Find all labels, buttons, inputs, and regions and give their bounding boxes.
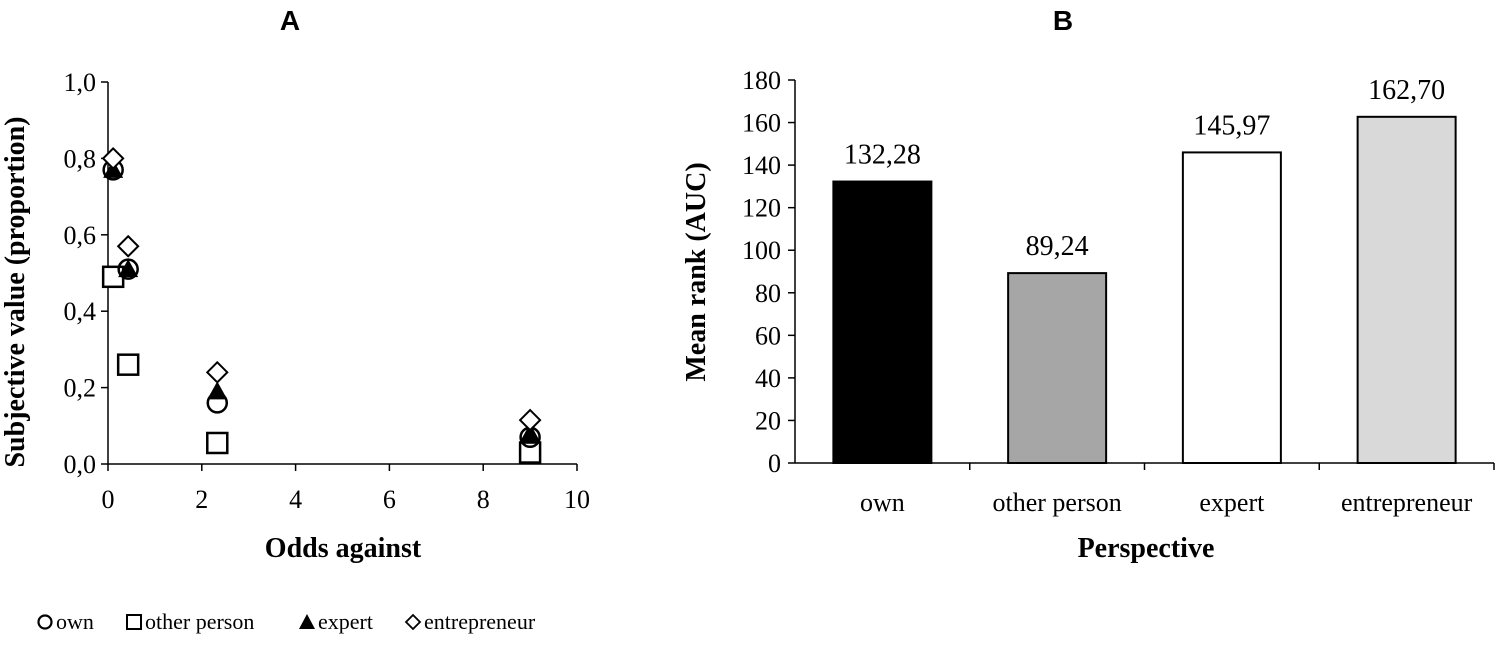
panel-letter-b: B [1053,5,1073,36]
bar-value-label: 162,70 [1368,75,1445,106]
panel-a-y-tick-label: 1,0 [64,68,97,97]
legend-item-other-person: other person [126,609,254,634]
category-label: own [860,488,905,517]
panel-a-x-axis-title: Odds against [265,533,422,564]
category-label: other person [993,488,1122,517]
panel-b-x-axis-title: Perspective [1078,533,1215,564]
panel-b-y-tick-label: 140 [742,151,781,180]
panel-b-y-tick-label: 120 [742,194,781,223]
bar-entrepreneur [1356,115,1457,465]
panel-a-point-expert [207,381,228,400]
panel-a-y-axis-title: Subjective value (proportion) [0,116,31,467]
bar-value-label: 145,97 [1193,110,1270,141]
panel-a-point-other-person [206,431,229,455]
panel-a-y-tick-label: 0,4 [64,297,97,326]
panel-a-y-tick-label: 0,0 [64,450,97,479]
panel-b-y-tick-label: 0 [768,449,781,478]
panel-b-y-axis-title: Mean rank (AUC) [681,162,712,381]
panel-a-x-tick-label: 8 [477,485,490,514]
panel-b: 0 20 40 60 80 100 120 140 160 180 132,28 own 89,24 o… [681,66,1495,564]
legend-marker [126,614,142,630]
panel-b-y-tick-label: 100 [742,236,781,265]
legend-item-expert: expert [299,609,373,634]
panel-b-y-tick-label: 20 [755,406,781,435]
panel-a-x-tick-label: 4 [289,485,302,514]
legend-label: own [56,609,94,634]
panel-a-point-expert [118,259,139,278]
panel-a-y-tick-label: 0,8 [64,144,97,173]
legend-label: other person [145,609,254,634]
panel-b-y-tick-label: 60 [755,321,781,350]
panel-a: 0,00,20,40,60,81,0 0 2 4 6 8 10 Odds against … [0,68,590,564]
panel-a-x-tick-label: 10 [564,485,590,514]
bar-own [832,180,933,464]
legend-label: entrepreneur [424,609,536,634]
panel-a-points [101,146,542,464]
panel-b-y-tick-label: 80 [755,279,781,308]
panel-a-x-tick-label: 6 [383,485,396,514]
category-label: expert [1199,488,1265,517]
panel-b-y-ticks: 0 20 40 60 80 100 120 140 160 180 [742,66,795,478]
legend-item-own: own [37,609,94,634]
category-label: entrepreneur [1341,488,1473,517]
panel-a-x-ticks: 0 2 4 6 8 10 [102,464,590,514]
panel-a-x-tick-label: 2 [195,485,208,514]
legend-item-entrepreneur: entrepreneur [404,609,536,634]
panel-a-y-ticks: 0,0 0,2 0,4 0,6 0,8 1,0 [64,68,108,479]
panel-a-point-other-person [116,353,140,376]
panel-b-bars: 132,28 own 89,24 other person 145,97 expert 16… [832,75,1495,517]
legend-marker [404,613,422,631]
panel-b-y-tick-label: 180 [742,66,781,95]
panel-a-point-entrepreneur [101,146,125,170]
bar-other-person [1007,272,1108,464]
panel-a-y-tick-label: 0,2 [64,374,97,403]
legend: own other person expert entrepreneur [37,609,536,634]
panel-letter-a: A [280,5,300,36]
panel-a-point-entrepreneur [116,234,140,258]
panel-b-y-tick-label: 160 [742,109,781,138]
panel-a-point-expert [520,423,541,442]
panel-a-point-other-person [518,441,542,464]
legend-label: expert [318,609,373,634]
panel-a-y-tick-label: 0,6 [64,221,97,250]
bar-value-label: 132,28 [844,140,921,171]
bar-value-label: 89,24 [1026,231,1089,262]
bar-expert [1181,151,1282,465]
panel-a-point-entrepreneur [518,408,542,432]
legend-marker [37,614,53,630]
panel-b-y-tick-label: 40 [755,364,781,393]
panel-a-point-entrepreneur [205,360,229,384]
legend-marker [299,614,315,629]
panel-a-x-tick-label: 0 [102,485,115,514]
